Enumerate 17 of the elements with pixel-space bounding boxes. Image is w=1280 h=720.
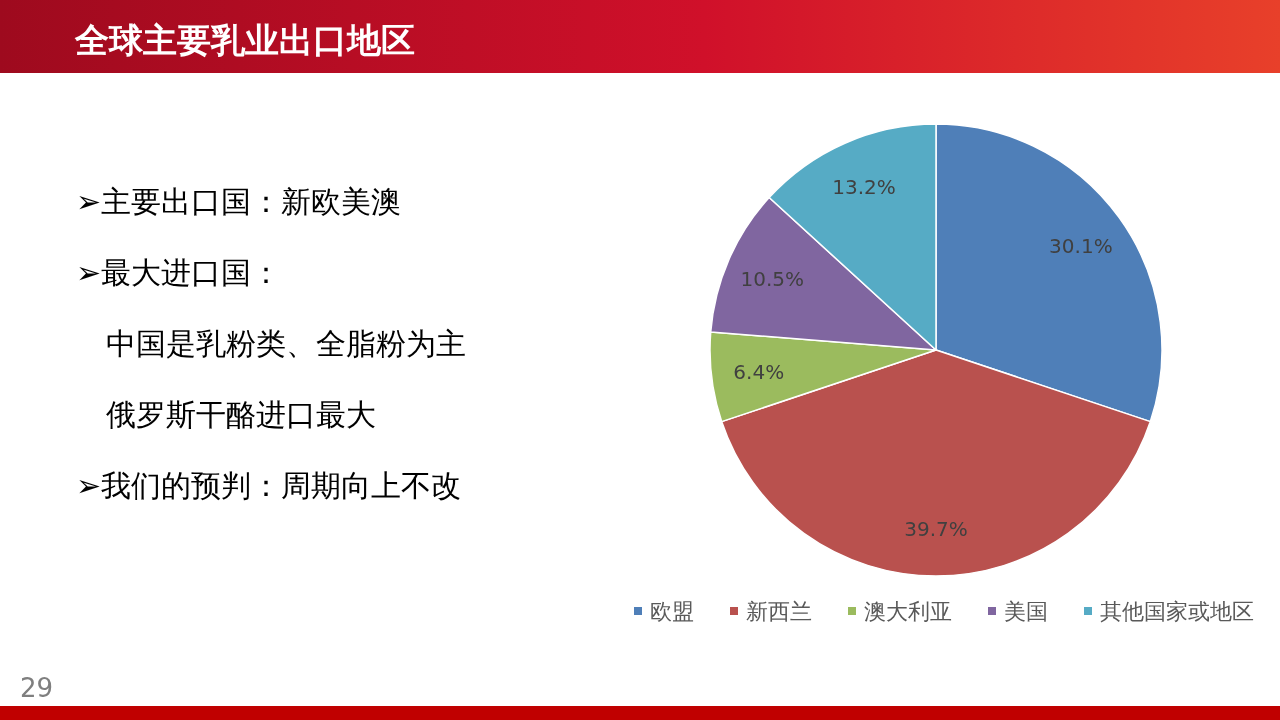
text: 中国是乳粉类、全脂粉为主 [76,326,466,361]
data-label: 13.2% [832,174,896,199]
text: 俄罗斯干酪进口最大 [76,397,376,432]
data-label: 30.1% [1049,233,1113,258]
legend-label: 欧盟 [650,599,694,624]
legend-label: 美国 [1004,599,1048,624]
text: 29 [20,673,54,703]
legend-label: 其他国家或地区 [1100,599,1254,624]
legend-label: 澳大利亚 [864,599,952,624]
text: 全球主要乳业出口地区 [74,20,415,60]
text: ➢我们的预判：周期向上不改 [76,468,462,503]
legend-label: 新西兰 [746,599,812,624]
text: ➢主要出口国：新欧美澳 [76,184,402,219]
text: ➢最大进口国： [76,255,282,290]
data-label: 10.5% [740,266,805,291]
data-label: 39.7% [904,516,968,541]
data-label: 6.4% [733,359,785,384]
